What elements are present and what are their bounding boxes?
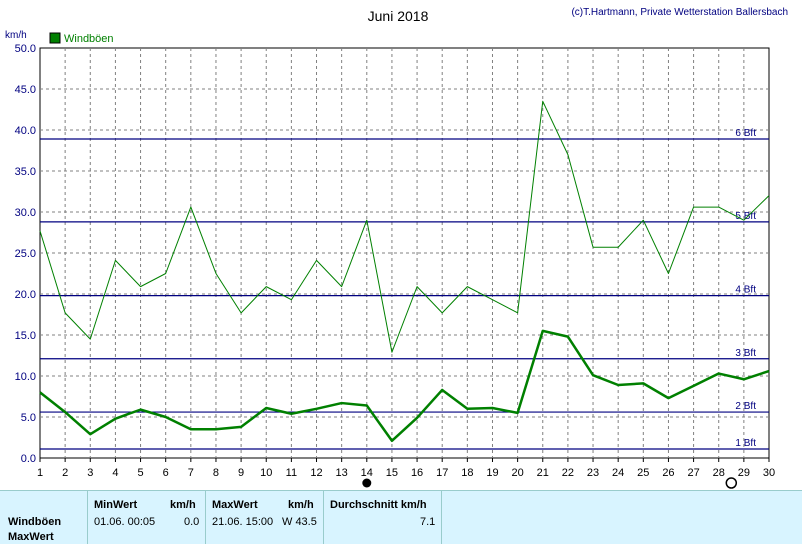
max-time: 21.06. 15:00 — [212, 516, 274, 528]
x-tick-label: 22 — [562, 467, 574, 479]
x-tick-label: 6 — [163, 467, 169, 479]
y-tick-label: 15.0 — [15, 330, 36, 342]
x-tick-label: 27 — [687, 467, 699, 479]
min-header: MinWert — [94, 499, 138, 511]
beaufort-label: 1 Bft — [735, 438, 756, 449]
x-tick-label: 29 — [738, 467, 750, 479]
y-tick-label: 30.0 — [15, 207, 36, 219]
y-tick-label: 40.0 — [15, 125, 36, 137]
avg-value: 7.1 — [420, 516, 436, 528]
x-tick-label: 21 — [537, 467, 549, 479]
x-tick-label: 30 — [763, 467, 775, 479]
beaufort-label: 4 Bft — [735, 285, 756, 296]
y-axis-label: km/h — [5, 30, 27, 41]
y-tick-label: 0.0 — [21, 453, 36, 465]
x-tick-label: 25 — [637, 467, 649, 479]
x-tick-label: 20 — [511, 467, 523, 479]
chart-credit: (c)T.Hartmann, Private Wetterstation Bal… — [571, 7, 788, 18]
max-unit: km/h — [288, 499, 314, 511]
x-tick-label: 13 — [336, 467, 348, 479]
x-tick-label: 5 — [137, 467, 143, 479]
max-cell: MaxWert km/h 21.06. 15:00 W 43.5 — [205, 491, 324, 544]
x-tick-label: 23 — [587, 467, 599, 479]
beaufort-label: 2 Bft — [735, 401, 756, 412]
x-tick-label: 28 — [713, 467, 725, 479]
chart-title: Juni 2018 — [368, 8, 429, 24]
y-tick-label: 5.0 — [21, 412, 36, 424]
x-tick-label: 18 — [461, 467, 473, 479]
beaufort-label: 3 Bft — [735, 348, 756, 359]
y-tick-label: 45.0 — [15, 84, 36, 96]
x-tick-label: 26 — [662, 467, 674, 479]
stats-panel: Windböen MaxWert MinWert km/h 01.06. 00:… — [0, 490, 802, 544]
x-tick-label: 15 — [386, 467, 398, 479]
min-time: 01.06. 00:05 — [94, 516, 156, 528]
x-tick-label: 4 — [112, 467, 118, 479]
avg-header: Durchschnitt km/h — [330, 499, 427, 511]
beaufort-label: 6 Bft — [735, 128, 756, 139]
stats-row-label-maxwert: MaxWert — [8, 531, 54, 543]
min-cell: MinWert km/h 01.06. 00:05 0.0 — [87, 491, 206, 544]
x-tick-label: 3 — [87, 467, 93, 479]
chart-area: Juni 2018 (c)T.Hartmann, Private Wetterst… — [5, 7, 788, 489]
max-value: W 43.5 — [282, 516, 317, 528]
x-tick-label: 11 — [286, 467, 297, 479]
min-unit: km/h — [170, 499, 196, 511]
y-tick-label: 50.0 — [15, 43, 36, 55]
x-tick-label: 19 — [486, 467, 498, 479]
x-tick-label: 24 — [612, 467, 624, 479]
x-tick-label: 9 — [238, 467, 244, 479]
x-tick-label: 8 — [213, 467, 219, 479]
x-tick-label: 7 — [188, 467, 194, 479]
y-tick-label: 25.0 — [15, 248, 36, 260]
legend-swatch — [49, 32, 61, 44]
marker-filled — [362, 478, 372, 488]
legend-label: Windböen — [64, 33, 114, 45]
y-tick-label: 10.0 — [15, 371, 36, 383]
series-line-second — [39, 329, 770, 443]
x-tick-label: 10 — [260, 467, 272, 479]
max-header: MaxWert — [212, 499, 258, 511]
y-tick-label: 20.0 — [15, 289, 36, 301]
x-tick-label: 12 — [310, 467, 322, 479]
marker-open — [725, 477, 738, 489]
min-value: 0.0 — [184, 516, 200, 528]
series-line-windboeen — [39, 100, 770, 353]
x-tick-label: 1 — [37, 467, 43, 479]
x-tick-label: 14 — [361, 467, 373, 479]
x-tick-label: 2 — [62, 467, 68, 479]
stats-row-label-windboeen: Windböen — [8, 516, 62, 528]
y-tick-label: 35.0 — [15, 166, 36, 178]
x-tick-label: 16 — [411, 467, 423, 479]
avg-cell: Durchschnitt km/h 7.1 — [323, 491, 442, 544]
beaufort-label: 5 Bft — [735, 211, 756, 222]
x-tick-label: 17 — [436, 467, 448, 479]
empty-cell — [441, 491, 802, 544]
